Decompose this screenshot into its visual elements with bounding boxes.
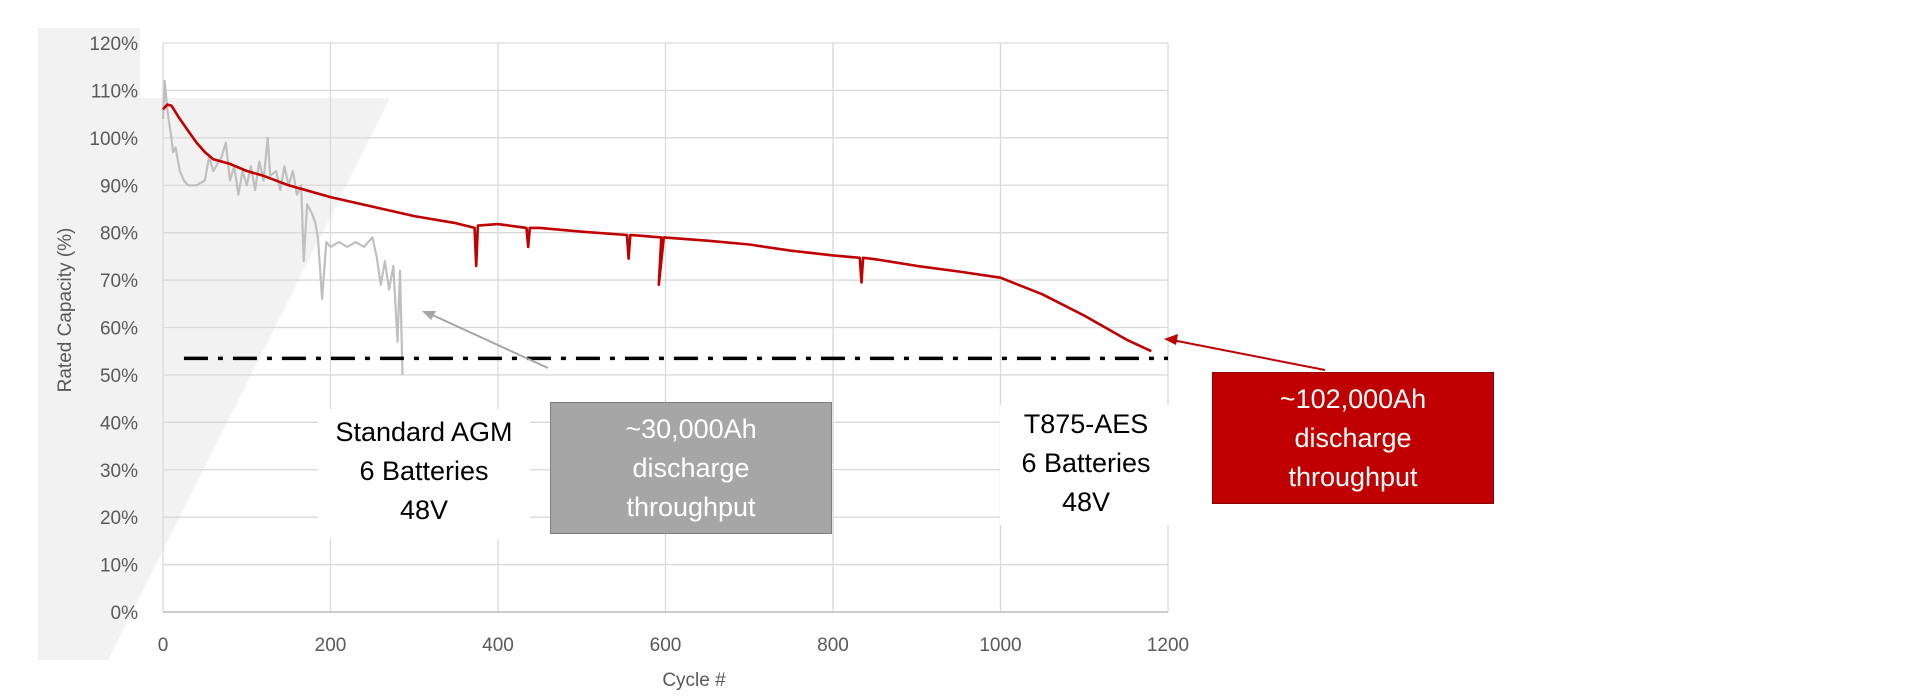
series-line-t875-aes — [162, 103, 1152, 353]
y-tick-labels: 0% 10% 20% 30% 40% 50% 60% 70% 80% 90% 100% 110% 120… — [89, 34, 138, 624]
agm-throughput-box: ~30,000Ah discharge throughput — [550, 402, 832, 534]
y-tick-label: 100% — [89, 129, 138, 150]
y-tick-label: 10% — [100, 556, 138, 577]
x-axis-title: Cycle # — [662, 670, 726, 691]
y-tick-label: 70% — [100, 271, 138, 292]
y-tick-label: 60% — [100, 319, 138, 340]
t875-callout: T875-AES 6 Batteries 48V — [1000, 405, 1172, 525]
t875-throughput-box: ~102,000Ah discharge throughput — [1212, 372, 1494, 504]
y-axis-title: Rated Capacity (%) — [55, 228, 76, 393]
x-tick-label: 0 — [158, 635, 169, 656]
t875-callout-line: 48V — [1061, 487, 1111, 517]
x-tick-label: 1000 — [979, 635, 1021, 656]
agm-throughput-line: ~30,000Ah — [625, 414, 757, 444]
y-tick-label: 0% — [111, 603, 139, 624]
agm-throughput-line: discharge — [632, 453, 750, 483]
t875-throughput-line: ~102,000Ah — [1279, 384, 1427, 414]
t875-arrowhead — [1164, 334, 1178, 345]
y-tick-label: 50% — [100, 366, 138, 387]
agm-throughput-line: throughput — [626, 492, 756, 522]
t875-throughput-line: discharge — [1294, 423, 1412, 453]
x-tick-label: 400 — [482, 635, 514, 656]
agm-callout-line: Standard AGM — [335, 417, 513, 447]
x-tick-label: 1200 — [1147, 635, 1189, 656]
t875-callout-line: 6 Batteries — [1021, 448, 1151, 478]
y-tick-label: 20% — [100, 508, 138, 529]
agm-arrowhead — [422, 311, 436, 320]
t875-arrow — [1171, 339, 1326, 371]
x-tick-label: 800 — [817, 635, 849, 656]
y-tick-label: 90% — [100, 176, 138, 197]
y-tick-label: 30% — [100, 461, 138, 482]
t875-callout-line: T875-AES — [1023, 409, 1149, 439]
y-tick-label: 110% — [91, 81, 138, 102]
x-tick-label: 600 — [650, 635, 682, 656]
y-tick-label: 120% — [89, 34, 138, 55]
agm-callout: Standard AGM 6 Batteries 48V — [318, 409, 530, 539]
y-tick-label: 80% — [100, 224, 138, 245]
x-tick-label: 200 — [315, 635, 347, 656]
agm-arrow — [427, 312, 549, 369]
agm-callout-line: 6 Batteries — [359, 456, 489, 486]
y-tick-label: 40% — [100, 413, 138, 434]
agm-callout-line: 48V — [399, 495, 449, 525]
t875-throughput-line: throughput — [1288, 462, 1418, 492]
x-tick-labels: 0 200 400 600 800 1000 1200 — [158, 635, 1189, 656]
series-group — [161, 79, 1152, 375]
